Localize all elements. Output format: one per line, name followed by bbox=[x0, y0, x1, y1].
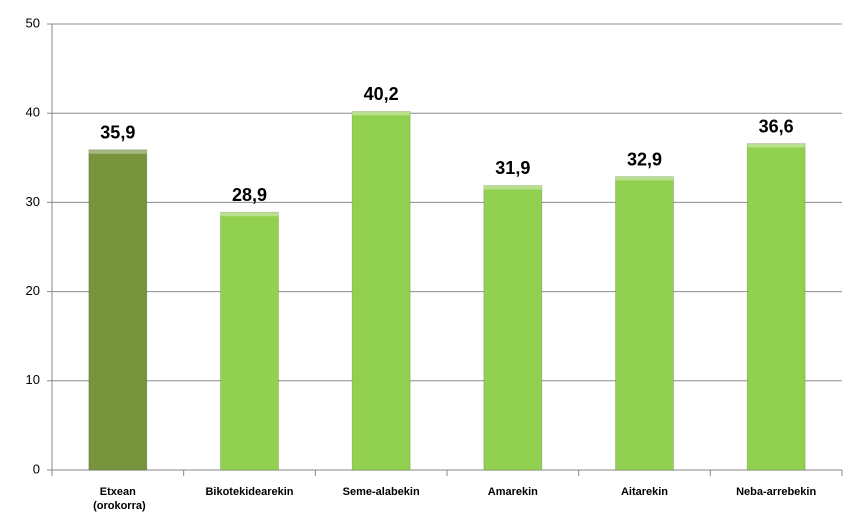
bar bbox=[351, 110, 411, 471]
x-tick-label: Seme-alabekin bbox=[343, 486, 420, 498]
bar-highlight bbox=[88, 149, 147, 154]
x-tick-label: Neba-arrebekin bbox=[736, 486, 816, 498]
bar bbox=[746, 143, 806, 471]
bar bbox=[483, 184, 543, 471]
x-tick-label: Aitarekin bbox=[621, 486, 668, 498]
x-tick-label-line: Etxean bbox=[100, 486, 136, 498]
y-tick-label: 40 bbox=[26, 105, 40, 120]
value-label: 35,9 bbox=[100, 123, 135, 143]
x-tick-label: Etxean (orokorra) bbox=[90, 486, 146, 512]
y-tick-label: 30 bbox=[26, 194, 40, 209]
y-tick-label: 50 bbox=[26, 15, 40, 30]
x-tick-label: Bikotekidearekin bbox=[205, 486, 293, 498]
value-label: 40,2 bbox=[364, 84, 399, 104]
bar-highlight bbox=[352, 111, 411, 116]
bar-highlight bbox=[747, 143, 806, 148]
bar-highlight bbox=[220, 212, 279, 217]
bar bbox=[88, 149, 148, 471]
value-label: 28,9 bbox=[232, 185, 267, 205]
bar bbox=[220, 211, 279, 471]
value-label: 36,6 bbox=[759, 116, 794, 136]
bar-highlight bbox=[615, 176, 674, 181]
y-tick-label: 10 bbox=[26, 372, 40, 387]
bar bbox=[615, 176, 674, 471]
y-tick-label: 20 bbox=[26, 283, 40, 298]
bar-highlight bbox=[483, 185, 542, 190]
y-tick-label: 0 bbox=[33, 461, 40, 476]
x-tick-label-line: (orokorra) bbox=[90, 500, 146, 512]
x-tick-label: Amarekin bbox=[488, 486, 538, 498]
value-label: 32,9 bbox=[627, 149, 662, 169]
value-label: 31,9 bbox=[495, 158, 530, 178]
